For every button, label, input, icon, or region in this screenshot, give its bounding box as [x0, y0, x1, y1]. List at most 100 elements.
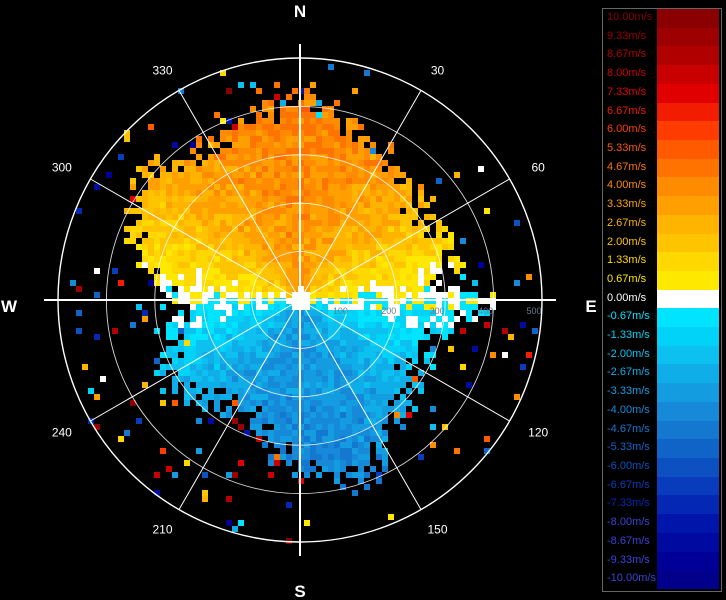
velocity-cell: [286, 286, 292, 292]
velocity-cell: [76, 310, 82, 316]
velocity-cell: [370, 142, 376, 148]
velocity-cell: [310, 412, 316, 418]
velocity-cell: [352, 256, 358, 262]
legend-row: 3.33m/s: [603, 196, 721, 216]
velocity-cell: [310, 82, 316, 88]
velocity-cell: [274, 280, 280, 286]
velocity-cell: [214, 406, 220, 412]
velocity-cell: [382, 160, 388, 166]
velocity-cell: [376, 418, 382, 424]
velocity-cell: [280, 232, 286, 238]
velocity-cell: [184, 460, 190, 466]
velocity-cell: [394, 214, 400, 220]
velocity-cell: [184, 202, 190, 208]
velocity-cell: [328, 328, 334, 334]
velocity-cell: [280, 382, 286, 388]
velocity-cell: [166, 208, 172, 214]
velocity-cell: [394, 310, 400, 316]
velocity-cell: [334, 262, 340, 268]
velocity-cell: [322, 142, 328, 148]
velocity-cell: [262, 214, 268, 220]
velocity-cell: [382, 220, 388, 226]
velocity-cell: [196, 352, 202, 358]
azimuth-spoke: [178, 90, 301, 301]
velocity-cell: [370, 376, 376, 382]
velocity-cell: [304, 376, 310, 382]
velocity-cell: [400, 340, 406, 346]
legend-row: -8.67m/s: [603, 532, 721, 553]
velocity-cell: [310, 214, 316, 220]
velocity-cell: [190, 238, 196, 244]
legend-row: -2.00m/s: [603, 345, 721, 365]
velocity-cell: [340, 232, 346, 238]
velocity-cell: [256, 430, 262, 436]
velocity-cell: [334, 304, 340, 310]
velocity-cell: [226, 346, 232, 352]
velocity-cell: [196, 358, 202, 364]
velocity-cell: [226, 118, 232, 124]
velocity-cell: [250, 136, 256, 142]
velocity-cell: [304, 100, 310, 106]
velocity-cell: [328, 358, 334, 364]
velocity-cell: [310, 226, 316, 232]
velocity-cell: [202, 394, 208, 400]
velocity-cell: [160, 178, 166, 184]
velocity-cell: [190, 232, 196, 238]
velocity-cell: [286, 406, 292, 412]
velocity-cell: [250, 370, 256, 376]
velocity-cell: [172, 166, 178, 172]
velocity-cell: [232, 214, 238, 220]
velocity-cell: [202, 472, 208, 478]
velocity-cell: [220, 322, 226, 328]
velocity-cell: [244, 220, 250, 226]
velocity-cell: [364, 364, 370, 370]
velocity-cell: [358, 280, 364, 286]
velocity-cell: [508, 334, 514, 340]
velocity-cell: [238, 262, 244, 268]
velocity-cell: [226, 394, 232, 400]
velocity-cell: [226, 328, 232, 334]
velocity-cell: [196, 322, 202, 328]
velocity-cell: [238, 364, 244, 370]
velocity-cell: [334, 472, 340, 478]
velocity-cell: [334, 184, 340, 190]
legend-label: 2.67m/s: [607, 216, 647, 229]
velocity-cell: [322, 382, 328, 388]
velocity-cell: [316, 148, 322, 154]
velocity-cell: [442, 244, 448, 250]
legend-swatch: [657, 532, 719, 553]
velocity-cell: [322, 376, 328, 382]
velocity-cell: [244, 310, 250, 316]
velocity-cell: [394, 250, 400, 256]
velocity-cell: [166, 466, 172, 472]
velocity-cell: [262, 166, 268, 172]
velocity-cell: [346, 280, 352, 286]
velocity-cell: [292, 382, 298, 388]
velocity-cell: [214, 196, 220, 202]
velocity-cell: [190, 214, 196, 220]
velocity-cell: [412, 358, 418, 364]
velocity-cell: [448, 232, 454, 238]
velocity-cell: [202, 262, 208, 268]
velocity-cell: [208, 208, 214, 214]
velocity-cell: [232, 340, 238, 346]
velocity-cell: [280, 388, 286, 394]
velocity-cell: [346, 268, 352, 274]
velocity-cell: [244, 346, 250, 352]
velocity-cell: [250, 166, 256, 172]
velocity-cell: [394, 328, 400, 334]
azimuth-spoke: [299, 299, 422, 510]
velocity-cell: [238, 238, 244, 244]
velocity-cell: [370, 418, 376, 424]
velocity-cell: [208, 190, 214, 196]
velocity-cell: [310, 418, 316, 424]
velocity-cell: [190, 292, 196, 298]
velocity-cell: [364, 250, 370, 256]
velocity-cell: [208, 274, 214, 280]
velocity-cell: [418, 274, 424, 280]
velocity-cell: [406, 274, 412, 280]
velocity-cell: [304, 394, 310, 400]
velocity-cell: [292, 430, 298, 436]
velocity-cell: [310, 100, 316, 106]
velocity-cell: [334, 388, 340, 394]
